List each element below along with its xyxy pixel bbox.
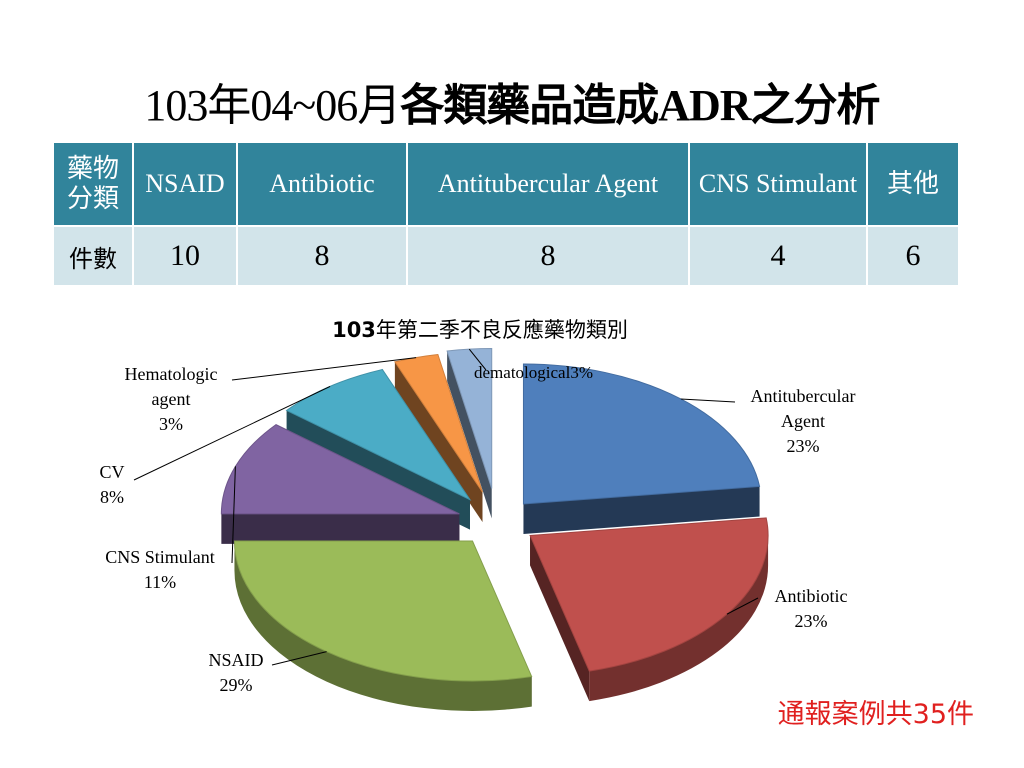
slice-percent: 11% xyxy=(143,572,177,592)
header-col: Antibiotic xyxy=(236,141,408,227)
header-col: Antitubercular Agent xyxy=(406,141,690,227)
slice-label: CV xyxy=(99,462,125,482)
pie-label-antitubercular: Antitubercular Agent 23% xyxy=(734,384,872,459)
chart-title-num: 103 xyxy=(332,318,376,342)
pie-leader-line xyxy=(271,651,327,666)
pie-leader-line xyxy=(468,348,487,371)
pie-slice-side xyxy=(523,486,760,534)
pie-label-cv: CV 8% xyxy=(92,460,132,510)
pie-label-nsaid: NSAID 29% xyxy=(196,648,276,698)
note-count: 35 xyxy=(912,699,947,730)
pie-slice-top xyxy=(233,540,533,682)
chart-title: 103年第二季不良反應藥物類別 xyxy=(0,314,960,344)
slide-title: 103年04~06月各類藥品造成ADR之分析 xyxy=(0,78,1024,134)
pie-slice-side xyxy=(530,535,590,702)
pie-leader-line xyxy=(680,398,736,403)
pie-leader-line xyxy=(231,466,236,564)
pie-label-cns: CNS Stimulant 11% xyxy=(88,545,232,595)
slice-label: CNS Stimulant xyxy=(105,547,215,567)
header-col: CNS Stimulant xyxy=(688,141,868,227)
drug-class-table: 藥物分類 NSAID Antibiotic Antitubercular Age… xyxy=(52,141,960,287)
slice-label: NSAID xyxy=(208,650,264,670)
pie-slice-wall xyxy=(234,540,532,711)
slice-label: Antibiotic xyxy=(774,586,848,606)
pie-slice-top xyxy=(522,363,761,505)
table-cell: 4 xyxy=(688,225,868,287)
header-col: 其他 xyxy=(866,141,960,227)
table-cell: 8 xyxy=(406,225,690,287)
note-text: 通報案例共 xyxy=(777,699,913,730)
table-row: 件數 10 8 8 4 6 xyxy=(52,225,960,287)
pie-slice-top xyxy=(446,348,493,489)
title-prefix: 103年04~06月 xyxy=(144,81,401,130)
slice-percent: 23% xyxy=(786,436,820,456)
row-label-count: 件數 xyxy=(52,225,134,287)
slice-label: Antitubercular Agent xyxy=(750,386,856,431)
slice-percent: 3% xyxy=(570,363,593,382)
pie-slice-wall xyxy=(589,535,769,702)
pie-leader-line xyxy=(133,385,331,481)
slice-label: Hematologic agent xyxy=(124,364,218,409)
pie-slice-side xyxy=(394,361,483,523)
slice-label: dematological xyxy=(474,363,571,382)
slice-percent: 8% xyxy=(100,487,124,507)
header-drug-class: 藥物分類 xyxy=(52,141,134,227)
table-header-row: 藥物分類 NSAID Antibiotic Antitubercular Age… xyxy=(52,141,960,227)
pie-slice-side xyxy=(221,513,460,544)
chart-title-rest: 年第二季不良反應藥物類別 xyxy=(375,318,628,342)
note-suffix: 件 xyxy=(947,699,974,730)
pie-slice-side xyxy=(447,351,492,519)
pie-leader-line xyxy=(231,357,417,381)
header-col: NSAID xyxy=(132,141,238,227)
pie-label-dematological: dematological3% xyxy=(474,360,593,385)
total-cases-note: 通報案例共35件 xyxy=(778,692,974,731)
table-cell: 6 xyxy=(866,225,960,287)
table-cell: 10 xyxy=(132,225,238,287)
slice-percent: 29% xyxy=(219,675,253,695)
title-bold: 各類藥品造成ADR之分析 xyxy=(400,81,880,130)
pie-label-hematologic: Hematologic agent 3% xyxy=(96,362,246,437)
slice-percent: 3% xyxy=(159,414,183,434)
pie-label-antibiotic: Antibiotic 23% xyxy=(758,584,864,634)
table-cell: 8 xyxy=(236,225,408,287)
slice-percent: 23% xyxy=(794,611,828,631)
pie-leader-line xyxy=(726,597,759,615)
pie-slice-top xyxy=(529,517,769,672)
